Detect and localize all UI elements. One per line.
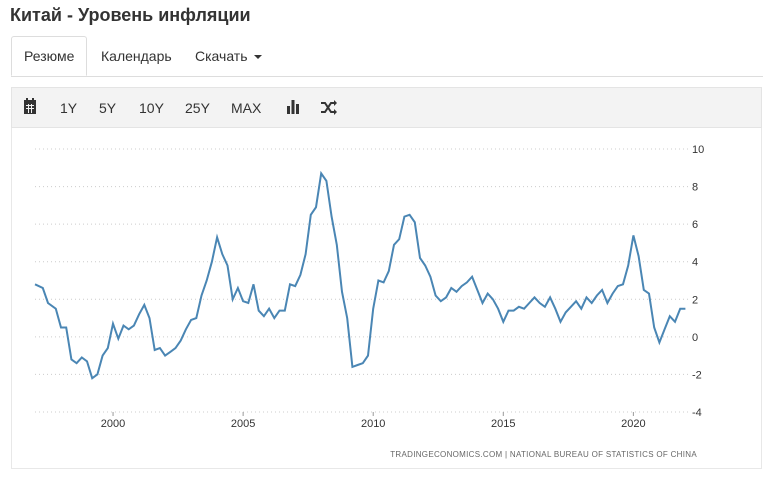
range-25y-button[interactable]: 25Y — [185, 100, 210, 116]
x-tick-label: 2015 — [491, 418, 515, 430]
y-tick-label: -2 — [692, 369, 702, 381]
y-tick-label: 6 — [692, 219, 698, 231]
tab-download-label: Скачать — [195, 48, 248, 64]
range-5y-button[interactable]: 5Y — [99, 100, 117, 116]
y-tick-label: 4 — [692, 257, 698, 269]
range-10y-button[interactable]: 10Y — [139, 100, 164, 116]
y-tick-label: 8 — [692, 182, 698, 194]
calendar-icon[interactable] — [22, 88, 38, 128]
x-tick-label: 2020 — [621, 418, 645, 430]
chart-grid — [35, 148, 688, 413]
x-tick-label: 2005 — [231, 418, 255, 430]
source-credit: TRADINGECONOMICS.COM | NATIONAL BUREAU O… — [390, 450, 697, 459]
y-axis-labels: 10 8 6 4 2 0 -2 -4 — [692, 144, 704, 419]
chart-container — [11, 128, 762, 469]
shuffle-icon[interactable] — [320, 88, 338, 128]
tab-bar: Резюме Календарь Скачать — [11, 36, 763, 77]
bar-chart-icon[interactable] — [285, 88, 301, 128]
y-tick-label: 2 — [692, 294, 698, 306]
tab-download[interactable]: Скачать — [195, 36, 262, 76]
range-max-button[interactable]: MAX — [231, 100, 262, 116]
page-title: Китай - Уровень инфляции — [10, 5, 251, 25]
y-tick-label: 10 — [692, 144, 704, 156]
inflation-series-line — [34, 170, 686, 380]
y-tick-label: -4 — [692, 407, 702, 419]
tab-summary[interactable]: Резюме — [11, 36, 88, 76]
tab-calendar[interactable]: Календарь — [101, 48, 172, 64]
y-tick-label: 0 — [692, 332, 698, 344]
x-axis-labels: 2000 2005 2010 2015 2020 — [101, 412, 646, 430]
x-tick-label: 2010 — [361, 418, 385, 430]
range-1y-button[interactable]: 1Y — [60, 100, 78, 116]
x-tick-label: 2000 — [101, 418, 125, 430]
chart-toolbar: 1Y 5Y 10Y 25Y MAX — [11, 87, 762, 128]
caret-down-icon — [253, 55, 262, 60]
